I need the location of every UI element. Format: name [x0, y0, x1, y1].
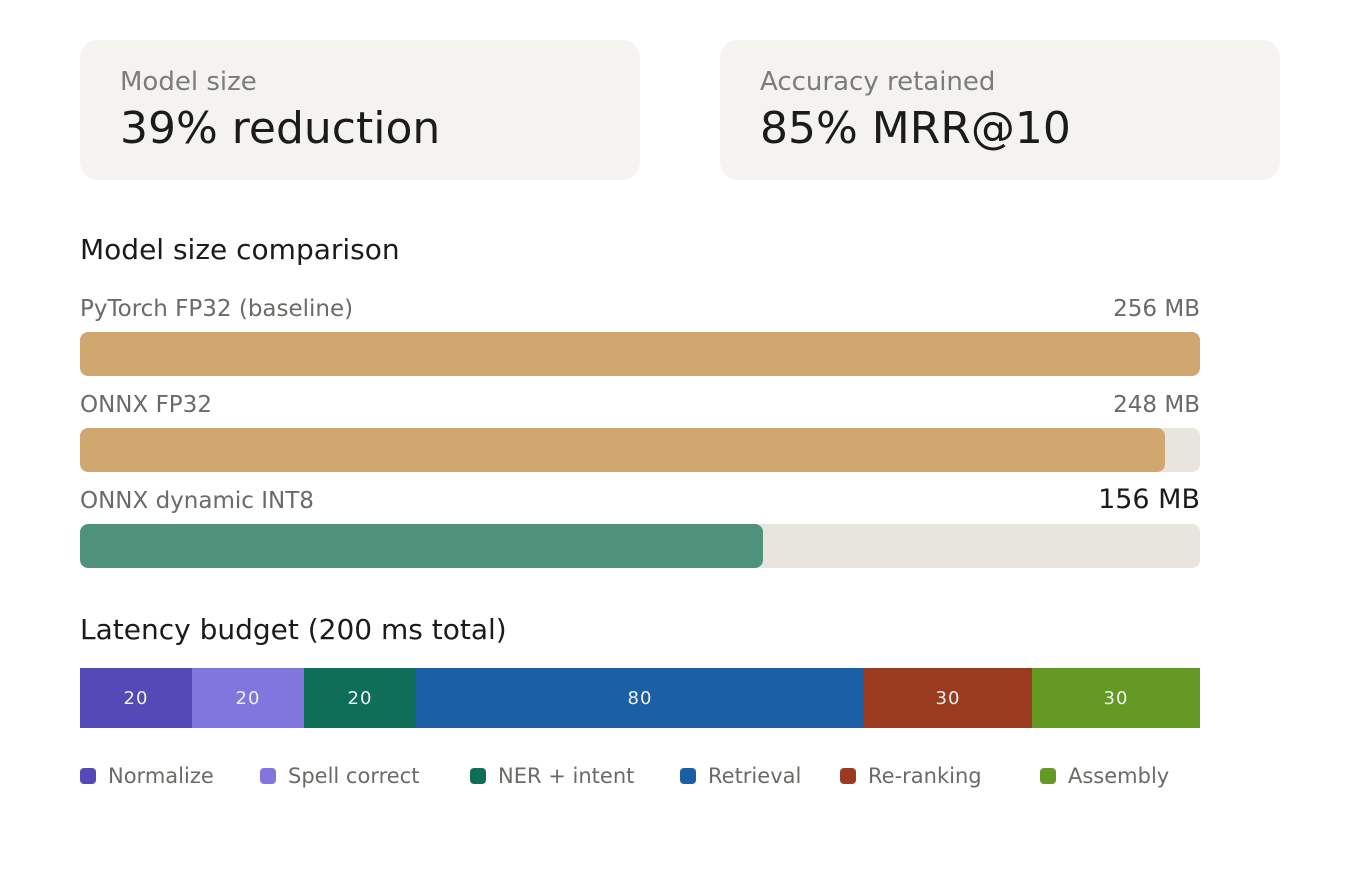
legend-label: Assembly — [1068, 764, 1170, 788]
stack-segment: 30 — [1032, 668, 1200, 728]
bar-value-label: 248 MB — [1113, 392, 1200, 418]
legend-swatch — [840, 768, 856, 784]
card-label: Model size — [120, 67, 257, 97]
stack-segment: 80 — [416, 668, 864, 728]
legend-label: NER + intent — [498, 764, 635, 788]
legend-swatch — [260, 768, 276, 784]
bar-category-label: PyTorch FP32 (baseline) — [80, 296, 354, 322]
bar — [80, 332, 1200, 376]
bar-row: ONNX dynamic INT8 156 MB — [80, 484, 1200, 568]
legend-swatch — [80, 768, 96, 784]
card-value: 85% MRR@10 — [760, 103, 1071, 154]
card-value: 39% reduction — [120, 103, 441, 154]
latency-stacked-bar: 20 20 20 80 30 30 — [80, 668, 1200, 728]
bar — [80, 428, 1165, 472]
card-label: Accuracy retained — [760, 67, 996, 97]
legend-label: Normalize — [108, 764, 214, 788]
legend-label: Spell correct — [288, 764, 420, 788]
stack-segment: 20 — [192, 668, 304, 728]
legend-label: Retrieval — [708, 764, 802, 788]
legend-swatch — [1040, 768, 1056, 784]
bar-row: PyTorch FP32 (baseline) 256 MB — [80, 296, 1200, 376]
stack-segment: 20 — [80, 668, 192, 728]
accuracy-card: Accuracy retained 85% MRR@10 — [720, 40, 1280, 180]
stack-segment: 20 — [304, 668, 416, 728]
latency-chart-title: Latency budget (200 ms total) — [80, 613, 507, 646]
bar-row: ONNX FP32 248 MB — [80, 392, 1200, 472]
legend-label: Re-ranking — [868, 764, 982, 788]
bar-value-label: 156 MB — [1098, 484, 1200, 515]
bar-category-label: ONNX dynamic INT8 — [80, 488, 314, 514]
size-chart-title: Model size comparison — [80, 233, 400, 266]
bar-category-label: ONNX FP32 — [80, 392, 212, 418]
bar-value-label: 256 MB — [1113, 296, 1200, 322]
bar-track — [80, 428, 1200, 472]
bar-track — [80, 524, 1200, 568]
bar — [80, 524, 763, 568]
legend-swatch — [680, 768, 696, 784]
legend-swatch — [470, 768, 486, 784]
bar-track — [80, 332, 1200, 376]
stack-segment: 30 — [864, 668, 1032, 728]
latency-legend: Normalize Spell correct NER + intent Retrie… — [80, 764, 1280, 790]
model-size-card: Model size 39% reduction — [80, 40, 640, 180]
